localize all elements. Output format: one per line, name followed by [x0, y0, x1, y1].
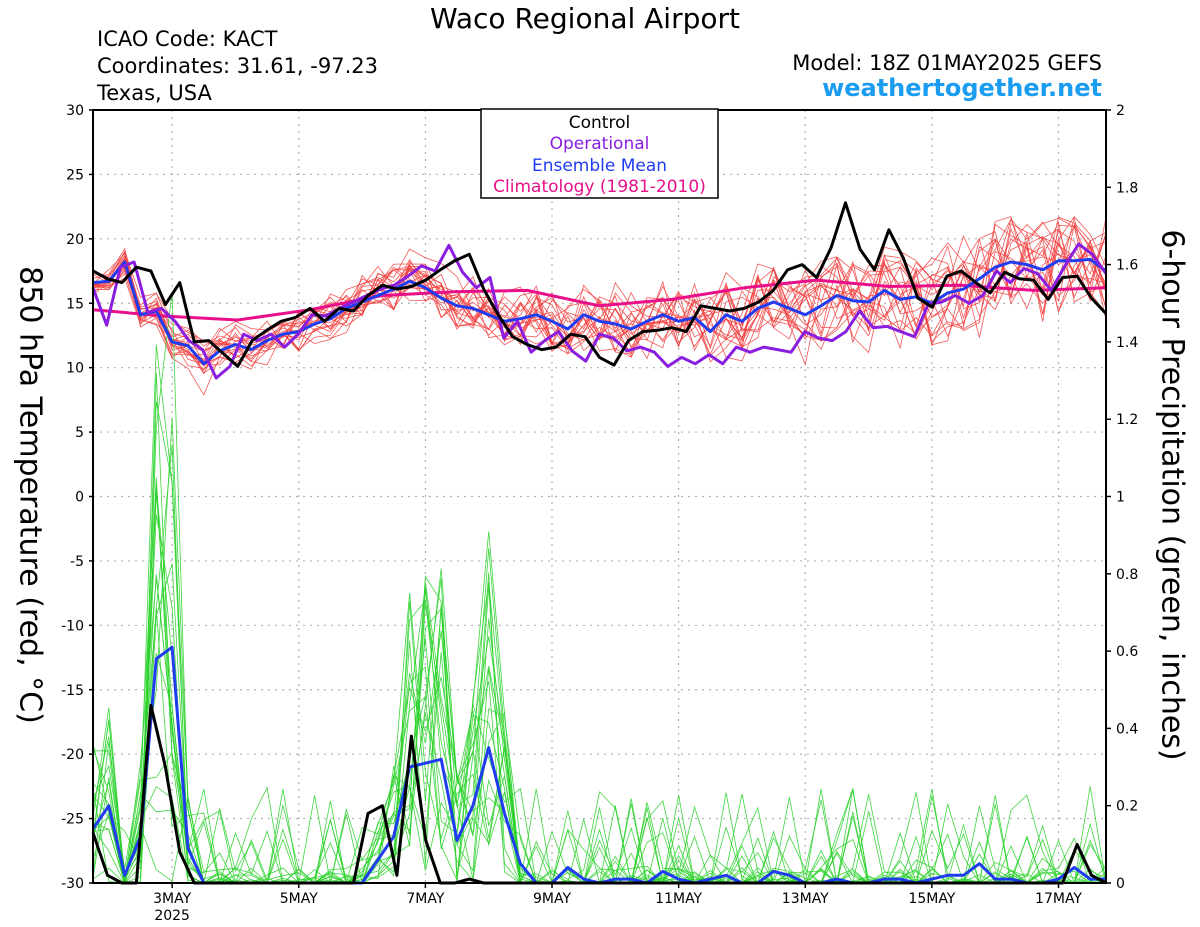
chart-title: Waco Regional Airport	[429, 2, 740, 35]
coordinates: Coordinates: 31.61, -97.23	[97, 54, 378, 78]
x-tick-label: 17MAY	[1035, 891, 1082, 907]
precip-member-line	[92, 563, 1107, 884]
precip-member-line	[92, 418, 1107, 884]
y-tick-label: -30	[61, 876, 84, 892]
temp-operational-line	[91, 242, 1108, 380]
x-tick-label: 9MAY	[533, 891, 571, 907]
y-tick-label: -10	[61, 618, 84, 634]
precip-member-line	[92, 578, 1107, 884]
x-tick-sublabel: 2025	[154, 908, 190, 924]
x-tick-label: 13MAY	[782, 891, 829, 907]
y2-tick-label: 0.2	[1116, 799, 1138, 815]
ensemble-members	[92, 215, 1107, 885]
precip-member-line	[92, 291, 1107, 885]
y-tick-label: 20	[66, 232, 84, 248]
y-tick-label: -25	[61, 812, 84, 828]
precip-member-line	[92, 372, 1106, 884]
y-tick-label: 15	[66, 296, 84, 312]
precip-member-line	[92, 486, 1106, 884]
temp-member-line	[92, 218, 1107, 349]
region: Texas, USA	[97, 81, 212, 105]
temp-member-line	[92, 216, 1107, 357]
y-tick-label: 0	[75, 490, 84, 506]
precip-member-line	[92, 568, 1107, 884]
y2-tick-label: 1.2	[1116, 412, 1138, 428]
temp-member-line	[92, 223, 1107, 367]
y2-tick-label: 2	[1116, 103, 1125, 119]
y-tick-label: -20	[61, 747, 84, 763]
temp-member-line	[92, 215, 1107, 360]
y2-tick-label: 0.8	[1116, 567, 1138, 583]
y-tick-label: -5	[70, 554, 84, 570]
y-tick-label: 25	[66, 167, 84, 183]
legend-operational: Operational	[550, 134, 650, 154]
y2-tick-label: 1	[1116, 490, 1125, 506]
temp-member-line	[92, 223, 1107, 362]
y-tick-label: -15	[61, 683, 84, 699]
icao-code: ICAO Code: KACT	[97, 27, 278, 51]
temp-member-line	[92, 234, 1107, 365]
legend-control: Control	[569, 113, 630, 133]
precip-member-line	[92, 444, 1106, 884]
precip-member-line	[92, 607, 1106, 885]
y2-tick-label: 1.6	[1116, 258, 1138, 274]
x-tick-label: 15MAY	[908, 891, 955, 907]
legend-box	[480, 108, 719, 199]
x-tick-label: 11MAY	[655, 891, 702, 907]
axes-ticks: 302520151050-5-10-15-20-25-3021.81.61.41…	[61, 103, 1138, 924]
series-lines	[91, 201, 1108, 885]
y2-tick-label: 0	[1116, 876, 1125, 892]
precip-member-line	[92, 401, 1107, 885]
temp-control-line	[92, 201, 1108, 368]
legend: Control Operational Ensemble Mean Climat…	[480, 108, 719, 199]
precip-member-line	[92, 344, 1107, 885]
y2-tick-label: 0.6	[1116, 644, 1138, 660]
precip-member-line	[92, 484, 1106, 884]
x-tick-label: 7MAY	[406, 891, 444, 907]
precip-member-line	[92, 477, 1107, 885]
legend-climatology: Climatology (1981-2010)	[493, 177, 706, 197]
precip-member-line	[92, 636, 1106, 884]
model-run: Model: 18Z 01MAY2025 GEFS	[792, 51, 1102, 75]
temp-member-line	[92, 216, 1107, 355]
y-tick-label: 5	[75, 425, 84, 441]
y2-tick-label: 1.8	[1116, 180, 1138, 196]
precip-member-line	[92, 514, 1106, 884]
x-tick-label: 5MAY	[280, 891, 318, 907]
x-tick-label: 3MAY	[153, 891, 191, 907]
temp-climatology-line	[92, 278, 1107, 322]
y-tick-label: 10	[66, 361, 84, 377]
grid-lines	[93, 110, 1106, 883]
y2-tick-label: 0.4	[1116, 721, 1138, 737]
site-link[interactable]: weathertogether.net	[822, 74, 1102, 102]
y-tick-label: 30	[66, 103, 84, 119]
precip-member-line	[93, 573, 1107, 884]
y2-tick-label: 1.4	[1116, 335, 1138, 351]
legend-ensemble-mean: Ensemble Mean	[532, 156, 667, 176]
